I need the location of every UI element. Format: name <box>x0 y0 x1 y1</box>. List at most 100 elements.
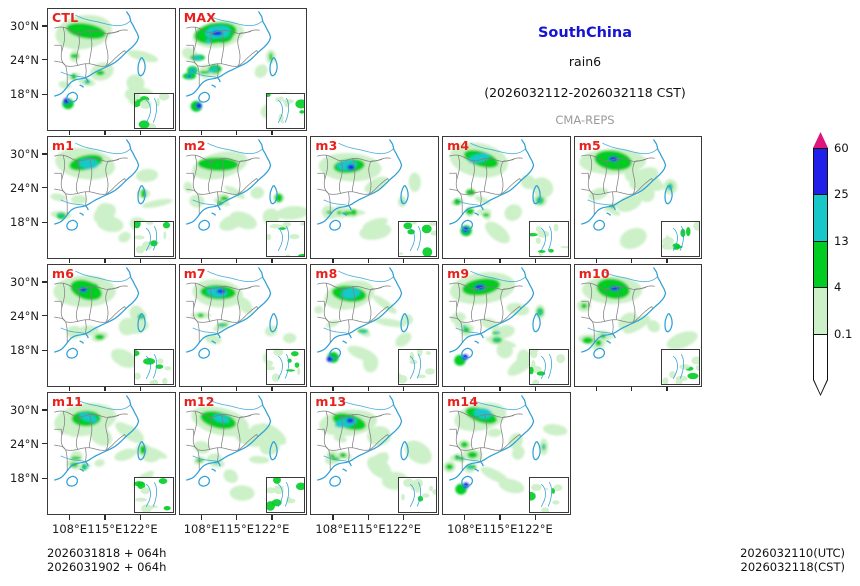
south-china-sea-inset <box>265 220 306 257</box>
colorbar-label-0.1: 0.1 <box>834 326 853 341</box>
x-axis-label: 108°E <box>315 522 351 536</box>
coastline <box>317 139 410 231</box>
map-panel-m8[interactable]: m8 <box>310 264 439 387</box>
coastline <box>54 11 146 103</box>
colorbar-tick <box>813 287 828 289</box>
panel-label: m12 <box>183 394 215 409</box>
x-axis-label: 122°E <box>517 522 553 536</box>
panel-label: m5 <box>578 138 601 153</box>
map-canvas <box>575 265 702 386</box>
figure-region-title: SouthChina <box>537 25 633 41</box>
precip-map <box>317 395 433 490</box>
y-axis-label: 30°N <box>10 274 39 289</box>
south-china-sea-inset-map <box>135 221 171 254</box>
map-canvas <box>180 393 307 514</box>
y-tick <box>42 221 47 223</box>
south-china-sea-inset <box>529 220 569 257</box>
precipitation-shading <box>190 406 287 501</box>
province-borders <box>54 282 128 343</box>
rivers <box>192 142 263 207</box>
rivers <box>192 398 263 463</box>
x-tick <box>499 386 501 391</box>
x-tick <box>332 258 334 263</box>
x-tick <box>235 130 238 135</box>
province-borders <box>449 282 523 343</box>
coastline <box>449 139 541 231</box>
x-tick <box>463 386 466 391</box>
y-axis-label: 18°N <box>10 87 39 102</box>
x-tick <box>104 515 106 520</box>
rivers <box>455 142 526 207</box>
x-tick <box>534 515 536 520</box>
south-china-sea-inset-map <box>662 221 700 251</box>
y-tick <box>42 187 47 189</box>
south-china-sea-inset-map <box>662 353 700 384</box>
province-borders <box>449 410 523 471</box>
rivers <box>587 270 658 335</box>
panel-label: CTL <box>52 10 79 25</box>
rivers <box>60 14 131 79</box>
south-china-sea-inset-map <box>266 477 305 511</box>
figure-model-name: CMA-REPS <box>555 113 615 127</box>
map-panel-m14[interactable]: m14 <box>442 392 571 515</box>
coastline <box>54 267 146 359</box>
precipitation-shading <box>576 276 698 351</box>
colorbar <box>812 131 829 396</box>
colorbar-band-1 <box>813 287 828 334</box>
panel-label: m10 <box>578 266 610 281</box>
map-panel-ctl[interactable]: CTL <box>47 8 176 131</box>
map-panel-m1[interactable]: m1 <box>47 136 176 259</box>
map-panel-m4[interactable]: m4 <box>442 136 571 259</box>
precip-map <box>50 139 173 243</box>
y-axis-label: 18°N <box>10 343 39 358</box>
rivers <box>192 270 263 335</box>
map-panel-m9[interactable]: m9 <box>442 264 571 387</box>
map-panel-m10[interactable]: m10 <box>573 264 703 387</box>
map-panel-m7[interactable]: m7 <box>178 264 308 387</box>
y-tick <box>42 281 47 283</box>
x-tick <box>139 130 141 135</box>
panel-label: m2 <box>183 138 206 153</box>
x-tick <box>631 386 633 391</box>
x-tick <box>631 258 633 263</box>
x-axis-label: 115°E <box>350 522 386 536</box>
province-borders <box>54 26 128 87</box>
y-axis-label: 24°N <box>10 52 39 67</box>
x-tick <box>534 258 536 263</box>
colorbar-band-4 <box>813 148 828 195</box>
x-tick <box>534 386 536 391</box>
south-china-sea-inset <box>134 476 174 513</box>
map-panel-m12[interactable]: m12 <box>178 392 308 515</box>
map-panel-m2[interactable]: m2 <box>178 136 308 259</box>
map-canvas <box>443 137 570 258</box>
map-panel-m11[interactable]: m11 <box>47 392 176 515</box>
south-china-sea-inset-map <box>266 221 305 256</box>
coastline <box>54 139 146 231</box>
map-panel-m3[interactable]: m3 <box>310 136 439 259</box>
south-china-sea-inset <box>265 348 306 385</box>
precip-map <box>443 395 568 495</box>
province-borders <box>185 410 260 471</box>
south-china-sea-inset <box>265 476 306 513</box>
map-panel-m6[interactable]: m6 <box>47 264 176 387</box>
rivers <box>323 270 394 335</box>
colorbar-band-3 <box>813 194 828 241</box>
y-tick <box>42 25 47 27</box>
colorbar-label-60: 60 <box>834 141 849 155</box>
map-panel-max[interactable]: MAX <box>178 8 308 131</box>
x-axis-label: 115°E <box>219 522 254 536</box>
x-tick <box>271 515 273 520</box>
map-panel-m13[interactable]: m13 <box>310 392 439 515</box>
x-tick <box>367 515 369 520</box>
x-tick <box>68 258 71 263</box>
footer-init-line-1: 2026031818 + 064h <box>47 546 167 560</box>
map-panel-m5[interactable]: m5 <box>573 136 703 259</box>
x-tick <box>463 258 466 263</box>
x-tick <box>68 130 71 135</box>
south-china-sea-inset <box>661 348 701 385</box>
coastline <box>185 139 278 231</box>
south-china-sea-inset <box>134 348 174 385</box>
x-tick <box>235 515 238 520</box>
south-china-sea-inset <box>397 348 437 385</box>
